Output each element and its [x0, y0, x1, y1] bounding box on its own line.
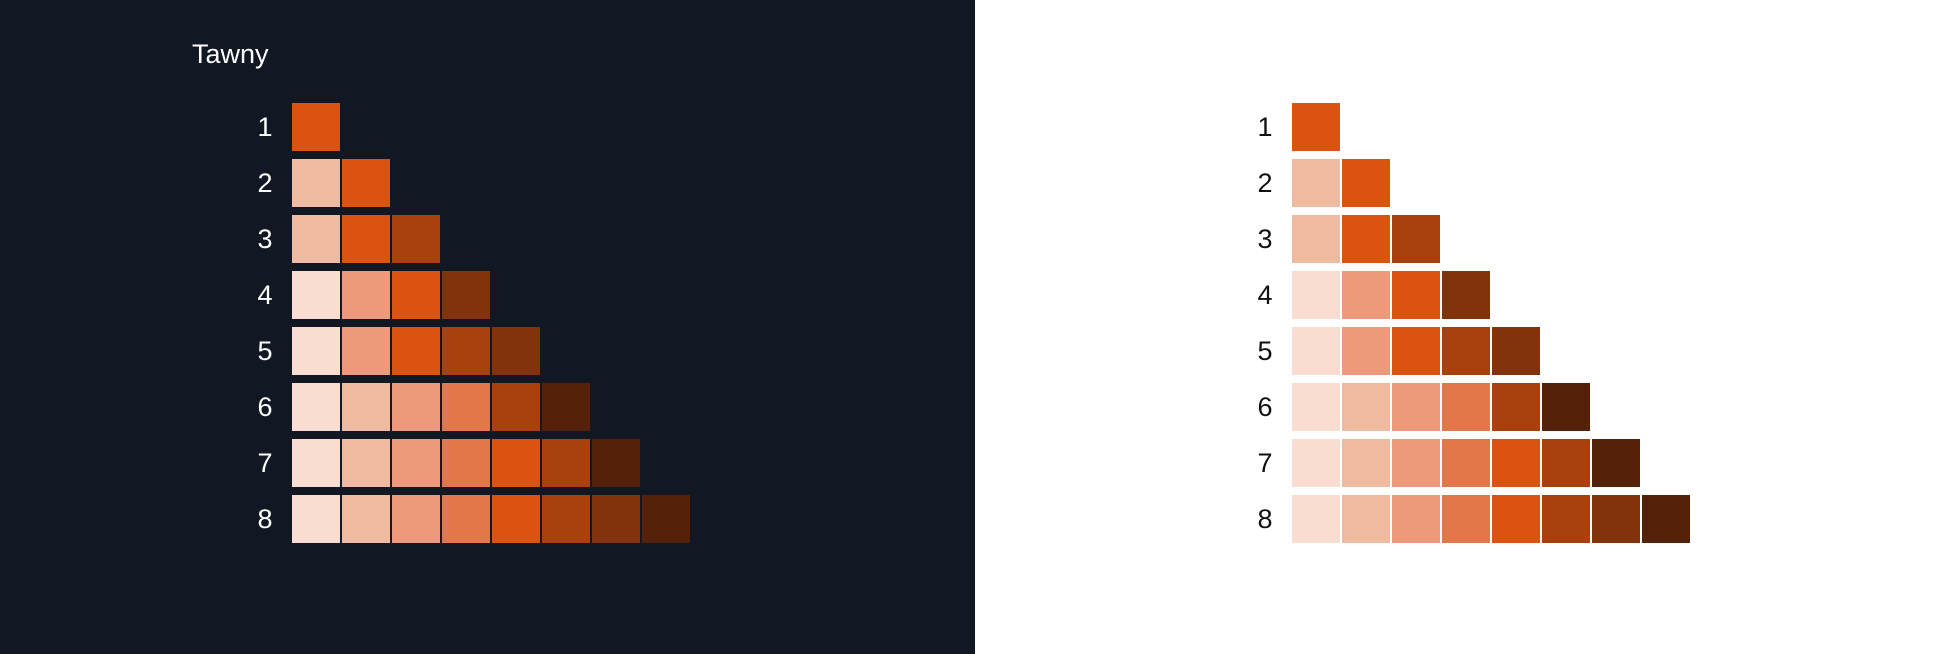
color-swatch	[492, 327, 540, 375]
color-swatch	[1592, 439, 1640, 487]
color-swatch	[292, 271, 340, 319]
color-swatch	[1392, 327, 1440, 375]
color-swatch	[392, 439, 440, 487]
color-swatch	[342, 271, 390, 319]
color-swatch	[1392, 383, 1440, 431]
row-label: 1	[1257, 112, 1273, 142]
color-swatch	[1292, 327, 1340, 375]
color-swatch	[292, 439, 340, 487]
color-swatch	[342, 439, 390, 487]
row-label: 8	[1257, 504, 1273, 534]
color-swatch	[492, 439, 540, 487]
color-swatch	[492, 495, 540, 543]
color-swatch	[1392, 439, 1440, 487]
color-swatch	[1442, 327, 1490, 375]
color-swatch	[1492, 327, 1540, 375]
color-swatch	[1342, 495, 1390, 543]
row-label: 3	[257, 224, 273, 254]
color-swatch	[1292, 215, 1340, 263]
color-swatch	[342, 215, 390, 263]
color-swatch	[292, 383, 340, 431]
row-label: 7	[257, 448, 273, 478]
color-swatch	[292, 103, 340, 151]
color-swatch	[442, 439, 490, 487]
row-label: 7	[1257, 448, 1273, 478]
row-label: 5	[257, 336, 273, 366]
color-swatch	[1292, 159, 1340, 207]
row-label: 8	[257, 504, 273, 534]
color-swatch	[1492, 383, 1540, 431]
dark-theme-panel: Tawny 1 2 3 4 5 6 7 8	[0, 0, 975, 654]
color-swatch	[392, 215, 440, 263]
color-swatch	[342, 327, 390, 375]
color-swatch	[1292, 495, 1340, 543]
color-swatch	[442, 383, 490, 431]
color-swatch	[1542, 495, 1590, 543]
color-swatch	[1492, 495, 1540, 543]
color-swatch	[1342, 215, 1390, 263]
color-swatch	[1392, 215, 1440, 263]
color-swatch	[392, 271, 440, 319]
palette-title: Tawny	[192, 39, 269, 69]
row-label: 4	[1257, 280, 1273, 310]
color-swatch	[1342, 439, 1390, 487]
color-swatch	[1542, 439, 1590, 487]
color-swatch	[292, 159, 340, 207]
color-swatch	[1292, 103, 1340, 151]
color-swatch	[642, 495, 690, 543]
color-swatch	[492, 383, 540, 431]
color-swatch	[342, 159, 390, 207]
color-swatch	[1342, 159, 1390, 207]
color-swatch	[592, 439, 640, 487]
color-swatch	[542, 383, 590, 431]
color-swatch	[1442, 495, 1490, 543]
color-swatch	[342, 495, 390, 543]
color-swatch	[1342, 327, 1390, 375]
row-label: 2	[257, 168, 273, 198]
light-theme-panel: 1 2 3 4 5 6 7 8	[975, 0, 1948, 654]
color-swatch	[1342, 383, 1390, 431]
row-label: 5	[1257, 336, 1273, 366]
color-swatch	[392, 327, 440, 375]
color-swatch	[1392, 495, 1440, 543]
color-swatch	[292, 327, 340, 375]
color-swatch	[1542, 383, 1590, 431]
color-swatch	[1292, 271, 1340, 319]
row-label: 2	[1257, 168, 1273, 198]
color-swatch	[442, 495, 490, 543]
color-swatch	[1442, 271, 1490, 319]
color-swatch	[1592, 495, 1640, 543]
color-swatch	[542, 495, 590, 543]
color-swatch	[1292, 383, 1340, 431]
row-label: 4	[257, 280, 273, 310]
row-label: 1	[257, 112, 273, 142]
color-swatch	[342, 383, 390, 431]
color-swatch	[542, 439, 590, 487]
color-swatch	[292, 495, 340, 543]
row-label: 3	[1257, 224, 1273, 254]
row-label: 6	[1257, 392, 1273, 422]
color-swatch	[1392, 271, 1440, 319]
color-swatch	[1492, 439, 1540, 487]
color-swatch	[1342, 271, 1390, 319]
color-swatch	[442, 271, 490, 319]
color-swatch	[592, 495, 640, 543]
color-swatch	[392, 495, 440, 543]
color-swatch	[1442, 383, 1490, 431]
color-swatch	[1292, 439, 1340, 487]
color-swatch	[1442, 439, 1490, 487]
color-swatch	[442, 327, 490, 375]
color-swatch	[292, 215, 340, 263]
color-swatch	[1642, 495, 1690, 543]
row-label: 6	[257, 392, 273, 422]
color-swatch	[392, 383, 440, 431]
